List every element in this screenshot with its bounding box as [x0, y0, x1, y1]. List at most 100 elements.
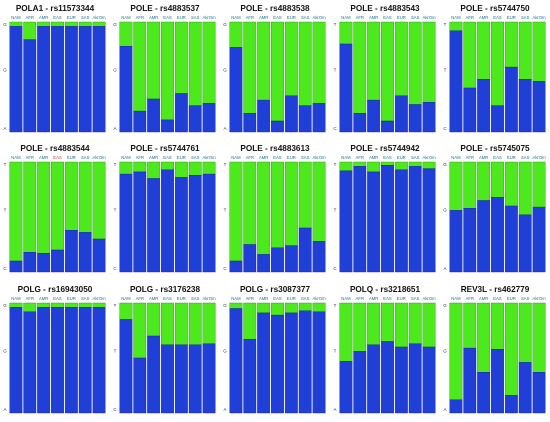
bar-lower-segment [284, 245, 298, 273]
category-label: AkrOm [533, 155, 547, 160]
y-tick-label: G [113, 22, 117, 27]
bar-upper-segment [312, 302, 326, 313]
bar-lower-segment [463, 87, 477, 133]
bar-upper-segment [243, 302, 257, 340]
category-label: AFR [246, 296, 254, 301]
bar-lower-segment [64, 229, 78, 273]
category-label: EUR [507, 155, 516, 160]
y-tick-label: G [443, 208, 447, 213]
category-label: EUR [397, 15, 406, 20]
category-label: NAM [231, 296, 241, 301]
category-label: AMR [39, 155, 48, 160]
bar-lower-segment [243, 339, 257, 414]
category-label: EAS [383, 155, 392, 160]
bar-upper-segment [243, 21, 257, 114]
category-label: SAS [301, 15, 310, 20]
bar-upper-segment [64, 21, 78, 27]
category-label: EUR [397, 155, 406, 160]
bar-upper-segment [23, 302, 37, 313]
chart-title: POLE - rs4883543 [350, 4, 420, 13]
y-tick-label: G [223, 303, 227, 308]
bar-upper-segment [339, 302, 353, 362]
bar-lower-segment [312, 311, 326, 414]
category-label: AkrOm [203, 155, 217, 160]
category-label: EUR [287, 15, 296, 20]
bar-upper-segment [298, 302, 312, 311]
category-label: AFR [466, 296, 474, 301]
category-label: NAM [11, 15, 21, 20]
bar-upper-segment [188, 21, 202, 106]
bar-lower-segment [37, 307, 51, 414]
y-tick-label: T [334, 162, 337, 167]
y-tick-label: T [114, 303, 117, 308]
bar-lower-segment [394, 346, 408, 414]
bar-upper-segment [147, 161, 161, 179]
category-label: NAM [121, 155, 131, 160]
chart-title: POLQ - rs3218651 [350, 285, 421, 294]
bar-lower-segment [257, 254, 271, 273]
category-label: EUR [507, 296, 516, 301]
bar-lower-segment [174, 344, 188, 414]
category-label: AFR [246, 155, 254, 160]
bar-upper-segment [51, 302, 64, 308]
bar-lower-segment [23, 251, 37, 273]
y-tick-label: G [443, 162, 447, 167]
y-tick-label: C [443, 126, 447, 131]
bar-lower-segment [229, 260, 243, 273]
bar-lower-segment [477, 78, 491, 133]
category-label: EUR [67, 296, 76, 301]
category-label: NAM [11, 296, 21, 301]
bar-upper-segment [257, 302, 271, 314]
y-tick-label: G [443, 349, 447, 354]
bar-upper-segment [119, 161, 133, 175]
bar-lower-segment [504, 205, 518, 273]
bar-lower-segment [147, 98, 161, 133]
bar-lower-segment [188, 344, 202, 414]
category-label: AFR [356, 155, 364, 160]
bar-upper-segment [78, 161, 92, 233]
chart-title: REV3L - rs462779 [461, 285, 530, 294]
bar-lower-segment [353, 166, 367, 273]
bar-lower-segment [491, 349, 504, 414]
bar-lower-segment [408, 104, 422, 133]
y-tick-label: A [3, 126, 6, 131]
bar-lower-segment [298, 227, 312, 273]
chart-title: POLE - rs4883544 [20, 144, 90, 153]
bar-upper-segment [133, 302, 147, 359]
y-tick-label: T [334, 349, 337, 354]
category-label: EAS [273, 155, 282, 160]
bar-upper-segment [504, 302, 518, 396]
bar-upper-segment [504, 161, 518, 207]
category-label: AMR [369, 15, 378, 20]
category-label: EUR [287, 296, 296, 301]
y-tick-label: A [443, 407, 446, 412]
bar-lower-segment [449, 30, 463, 133]
bar-upper-segment [9, 302, 23, 308]
category-label: EAS [53, 155, 62, 160]
category-label: AMR [259, 296, 268, 301]
y-tick-label: A [223, 126, 226, 131]
bar-upper-segment [491, 21, 504, 106]
bar-upper-segment [532, 21, 546, 82]
bar-upper-segment [463, 161, 477, 209]
category-label: AkrOm [533, 15, 547, 20]
bar-lower-segment [37, 253, 51, 273]
category-label: SAS [521, 296, 530, 301]
category-label: AFR [466, 155, 474, 160]
bar-upper-segment [367, 161, 381, 173]
y-tick-label: A [223, 407, 226, 412]
category-label: EUR [287, 155, 296, 160]
bar-lower-segment [161, 344, 174, 414]
category-label: AkrOm [203, 15, 217, 20]
bar-lower-segment [202, 343, 216, 414]
bar-lower-segment [92, 307, 106, 414]
bar-upper-segment [518, 21, 532, 80]
chart-title: POLA1 - rs11573344 [16, 4, 95, 13]
y-tick-label: G [3, 22, 7, 27]
bar-lower-segment [229, 308, 243, 414]
category-label: AFR [136, 155, 144, 160]
bar-upper-segment [92, 161, 106, 240]
bar-upper-segment [408, 302, 422, 344]
bar-lower-segment [64, 307, 78, 414]
